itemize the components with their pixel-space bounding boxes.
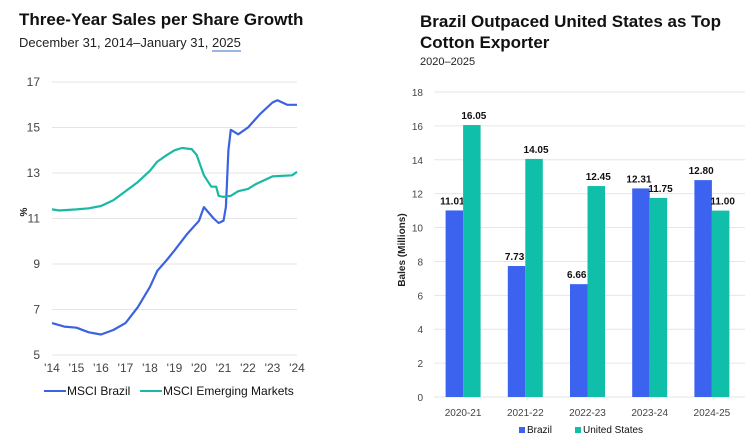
line-chart-subtitle: December 31, 2014–January 31, 2025 bbox=[19, 35, 241, 52]
legend-label: United States bbox=[583, 425, 643, 436]
line-chart-subtitle-year: 2025 bbox=[211, 35, 241, 52]
x-tick-label: 2021-22 bbox=[507, 408, 544, 419]
x-tick-label: 2022-23 bbox=[569, 408, 606, 419]
y-tick-label: 0 bbox=[417, 393, 423, 404]
bar-brazil bbox=[632, 188, 650, 397]
x-tick-label: 2023-24 bbox=[631, 408, 668, 419]
bar-brazil bbox=[507, 266, 526, 397]
bar-brazil bbox=[694, 180, 712, 397]
y-tick-label: 4 bbox=[417, 325, 423, 336]
bar-united-states bbox=[463, 125, 481, 398]
data-label: 14.05 bbox=[524, 145, 549, 156]
legend-label: MSCI Brazil bbox=[67, 384, 130, 398]
bar-brazil bbox=[570, 284, 588, 397]
bar-brazil bbox=[445, 210, 464, 397]
legend-label: Brazil bbox=[527, 425, 552, 436]
y-tick-label: 18 bbox=[412, 88, 424, 99]
x-tick-label: '17 bbox=[118, 361, 134, 375]
y-tick-label: 11 bbox=[28, 212, 41, 226]
legend-swatch bbox=[519, 427, 525, 433]
x-tick-label: 2020-21 bbox=[445, 408, 482, 419]
x-tick-label: '22 bbox=[240, 361, 256, 375]
x-tick-label: '24 bbox=[289, 361, 305, 375]
x-tick-label: '19 bbox=[167, 361, 183, 375]
series-line-msci-brazil bbox=[51, 99, 297, 336]
line-chart-subtitle-range: December 31, 2014–January 31, bbox=[19, 35, 212, 50]
y-tick-label: 2 bbox=[417, 359, 423, 370]
bar-united-states bbox=[525, 158, 543, 397]
bar-chart-subtitle: 2020–2025 bbox=[420, 56, 476, 68]
data-label: 16.05 bbox=[461, 111, 486, 122]
y-tick-label: 17 bbox=[27, 75, 41, 89]
y-tick-label: 8 bbox=[417, 257, 423, 268]
bar-united-states bbox=[711, 210, 730, 397]
y-tick-label: 13 bbox=[27, 166, 41, 180]
y-tick-label: 12 bbox=[412, 190, 424, 201]
y-axis-label: % bbox=[19, 207, 30, 216]
y-tick-label: 10 bbox=[412, 224, 424, 235]
x-tick-label: 2024-25 bbox=[694, 408, 731, 419]
y-tick-label: 15 bbox=[27, 121, 41, 135]
y-axis-label: Bales (Millions) bbox=[397, 213, 408, 286]
data-label: 11.01 bbox=[440, 196, 465, 207]
data-label: 12.80 bbox=[689, 166, 714, 177]
legend-label: MSCI Emerging Markets bbox=[163, 384, 294, 398]
data-label: 11.75 bbox=[648, 184, 673, 195]
line-chart: 5 7 9 11 13 15 17% '14 '15 '16 '17 '18 '19 '20 '21 '22 '… bbox=[19, 75, 305, 398]
y-tick-label: 6 bbox=[417, 291, 423, 302]
x-tick-label: '18 bbox=[142, 361, 158, 375]
bar-united-states bbox=[587, 186, 605, 397]
y-tick-label: 14 bbox=[412, 156, 424, 167]
data-label: 11.00 bbox=[710, 197, 735, 208]
legend-swatch bbox=[575, 427, 581, 433]
x-tick-label: '16 bbox=[93, 361, 109, 375]
bar-chart-title: Brazil Outpaced United States as Top Cot… bbox=[420, 12, 722, 52]
data-label: 6.66 bbox=[567, 270, 587, 281]
bar-united-states bbox=[649, 197, 668, 397]
y-tick-label: 5 bbox=[33, 348, 40, 362]
data-label: 7.73 bbox=[505, 252, 525, 263]
data-label: 12.45 bbox=[586, 172, 611, 183]
x-tick-label: '20 bbox=[191, 361, 207, 375]
x-tick-label: '21 bbox=[216, 361, 232, 375]
x-tick-label: '23 bbox=[265, 361, 281, 375]
series-line-msci-emerging-markets bbox=[51, 146, 298, 212]
x-tick-label: '14 bbox=[44, 361, 60, 375]
data-label: 12.31 bbox=[626, 174, 651, 185]
y-tick-label: 7 bbox=[33, 303, 40, 317]
line-chart-title: Three-Year Sales per Share Growth bbox=[19, 10, 304, 29]
y-tick-label: 16 bbox=[412, 122, 424, 133]
x-tick-label: '15 bbox=[69, 361, 85, 375]
y-tick-label: 9 bbox=[33, 257, 40, 271]
